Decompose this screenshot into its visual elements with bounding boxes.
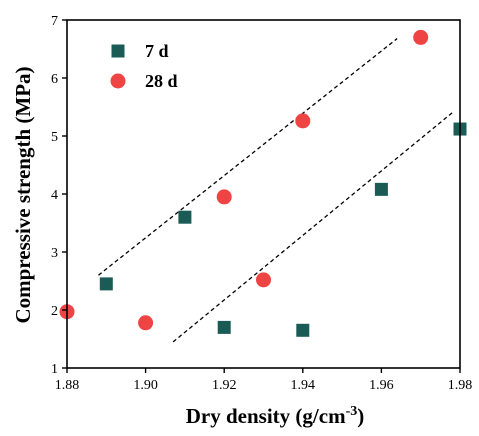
point-28d xyxy=(138,315,154,331)
legend: 7 d 28 d xyxy=(110,41,178,91)
x-tick-label: 1.92 xyxy=(212,378,237,393)
y-tick-label: 4 xyxy=(51,188,58,203)
trend-lines xyxy=(98,38,453,343)
point-28d xyxy=(256,272,271,288)
y-tick-label: 7 xyxy=(51,14,58,29)
legend-label: 28 d xyxy=(145,71,178,91)
y-tick-label: 1 xyxy=(51,362,58,377)
x-tick-label: 1.88 xyxy=(55,378,80,393)
legend-label: 7 d xyxy=(145,41,169,61)
x-axis-title: Dry density (g/cm-3) xyxy=(186,404,364,428)
y-tick-label: 5 xyxy=(51,130,58,145)
x-axis-title-main: Dry density (g/cm xyxy=(186,404,346,428)
y-tick-label: 6 xyxy=(51,72,58,87)
point-28d xyxy=(413,29,429,45)
trend-line xyxy=(98,38,398,276)
x-axis-title-superscript: -3 xyxy=(346,404,358,419)
point-7d xyxy=(374,182,388,196)
x-axis-title-end: ) xyxy=(357,404,364,428)
x-tick-label: 1.96 xyxy=(369,378,394,393)
trend-line xyxy=(172,112,453,343)
point-7d xyxy=(217,320,231,334)
point-7d xyxy=(178,210,192,224)
axes: 1.88 1.90 1.92 1.94 1.96 1.98 1 2 3 4 5 6 7 xyxy=(51,14,472,393)
legend-marker-28d xyxy=(110,73,126,89)
y-tick-label: 2 xyxy=(51,304,58,319)
x-tick-label: 1.90 xyxy=(133,378,158,393)
x-tick-label: 1.94 xyxy=(291,378,316,393)
point-7d xyxy=(99,277,113,291)
y-tick-label: 3 xyxy=(51,246,58,261)
plot-frame xyxy=(66,19,461,369)
y-axis-title: Compressive strength (MPa) xyxy=(11,66,35,323)
point-28d xyxy=(295,113,311,129)
point-28d xyxy=(216,189,232,205)
point-7d xyxy=(296,323,310,337)
legend-marker-7d xyxy=(111,44,125,58)
x-tick-label: 1.98 xyxy=(448,378,473,393)
